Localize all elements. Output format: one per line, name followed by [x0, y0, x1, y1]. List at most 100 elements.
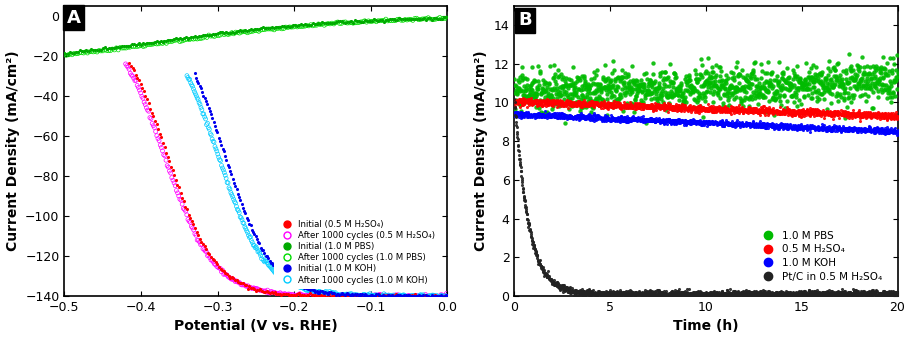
Point	[817, 123, 832, 128]
Point	[250, 26, 264, 32]
Point	[795, 293, 810, 299]
Point	[647, 116, 661, 121]
Point	[660, 106, 674, 111]
Point	[546, 114, 560, 119]
Point	[258, 289, 272, 295]
Point	[783, 122, 797, 127]
Point	[854, 76, 868, 82]
Point	[421, 294, 435, 299]
Point	[586, 115, 600, 121]
Point	[650, 101, 665, 106]
Point	[832, 291, 846, 296]
Point	[630, 290, 645, 296]
Point	[140, 107, 155, 113]
Point	[542, 99, 557, 104]
Point	[551, 283, 566, 289]
Point	[887, 111, 902, 117]
Point	[835, 113, 850, 118]
Point	[267, 268, 281, 274]
Point	[600, 291, 615, 296]
Point	[615, 114, 630, 120]
Point	[641, 104, 656, 109]
Point	[70, 51, 85, 56]
Point	[689, 120, 703, 125]
Point	[651, 116, 666, 121]
Point	[769, 123, 783, 129]
Point	[783, 113, 798, 118]
Point	[816, 113, 831, 118]
Point	[880, 95, 895, 100]
Point	[751, 124, 765, 129]
Point	[526, 113, 540, 118]
Point	[785, 92, 800, 98]
Point	[760, 107, 774, 113]
Point	[849, 291, 864, 296]
Point	[619, 74, 633, 79]
Point	[633, 103, 648, 109]
Point	[743, 122, 758, 127]
Point	[779, 291, 793, 296]
Point	[617, 292, 631, 298]
Point	[628, 101, 642, 106]
Point	[685, 104, 700, 109]
Point	[865, 291, 879, 296]
Point	[184, 36, 199, 42]
Point	[363, 295, 377, 300]
Point	[692, 293, 707, 298]
Point	[212, 157, 227, 162]
Point	[674, 119, 689, 125]
Point	[836, 293, 851, 298]
Point	[882, 114, 896, 119]
Point	[803, 113, 817, 118]
Point	[233, 198, 248, 203]
Point	[610, 103, 625, 109]
Point	[714, 292, 729, 297]
Point	[165, 37, 179, 43]
Point	[755, 287, 770, 293]
Point	[844, 125, 858, 131]
Point	[268, 290, 282, 295]
X-axis label: Time (h): Time (h)	[673, 319, 739, 334]
Point	[824, 292, 839, 297]
Point	[730, 121, 744, 126]
Point	[590, 99, 605, 105]
Point	[399, 293, 414, 299]
Point	[524, 229, 538, 235]
Point	[573, 113, 588, 118]
Point	[645, 80, 660, 85]
Point	[321, 21, 335, 26]
Point	[859, 111, 874, 117]
Point	[817, 292, 832, 298]
Point	[434, 292, 448, 298]
Point	[549, 100, 564, 105]
Point	[215, 31, 230, 36]
Point	[651, 119, 666, 124]
Point	[419, 16, 434, 21]
Point	[537, 270, 551, 276]
Point	[555, 99, 569, 104]
Point	[593, 115, 608, 120]
Point	[392, 15, 406, 21]
Point	[330, 294, 344, 300]
Point	[538, 271, 553, 276]
Point	[848, 71, 863, 76]
Point	[700, 123, 714, 128]
Point	[437, 293, 452, 299]
Point	[779, 288, 793, 294]
Point	[764, 107, 779, 112]
Point	[706, 121, 721, 126]
Point	[654, 93, 669, 98]
Point	[660, 100, 675, 106]
Point	[551, 115, 566, 121]
Point	[800, 106, 814, 112]
Point	[740, 293, 754, 298]
Point	[630, 105, 645, 110]
Point	[657, 122, 671, 127]
Point	[561, 100, 576, 105]
Point	[724, 104, 739, 110]
Point	[670, 104, 684, 110]
Point	[802, 287, 816, 293]
Point	[667, 105, 681, 111]
Point	[809, 289, 824, 295]
Point	[731, 292, 745, 297]
